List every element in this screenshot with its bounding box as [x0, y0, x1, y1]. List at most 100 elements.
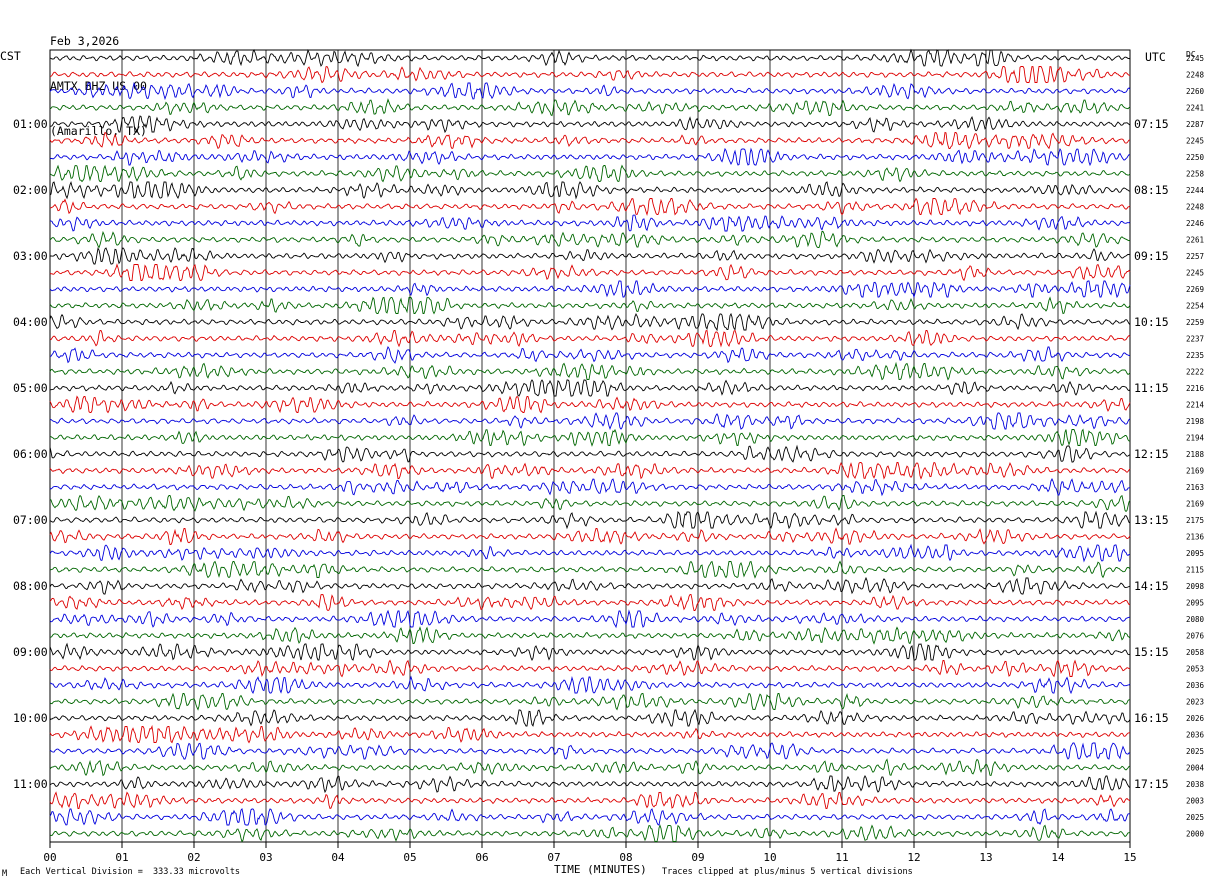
dc-value-label: 2214	[1186, 401, 1205, 410]
seismic-trace-row	[49, 494, 1131, 513]
dc-header-label: DC	[1186, 50, 1196, 59]
right-hour-label: 09:15	[1134, 249, 1169, 263]
seismic-trace-row	[50, 247, 1131, 265]
seismic-trace-row	[49, 824, 1131, 843]
dc-value-label: 2076	[1186, 632, 1205, 641]
left-hour-label: 04:00	[13, 315, 48, 329]
dc-value-label: 2053	[1186, 665, 1204, 674]
seismic-trace-row	[49, 395, 1131, 414]
x-axis-title: TIME (MINUTES)	[554, 863, 647, 876]
dc-value-label: 2098	[1186, 582, 1205, 591]
dc-value-label: 2269	[1186, 285, 1204, 294]
left-hour-label: 01:00	[13, 117, 48, 131]
seismic-trace-row	[49, 263, 1131, 282]
dc-value-label: 2003	[1186, 797, 1204, 806]
seismic-trace-row	[49, 81, 1131, 101]
seismic-trace-row	[49, 724, 1130, 744]
dc-value-label: 2222	[1186, 368, 1204, 377]
dc-value-label: 2194	[1186, 434, 1205, 443]
dc-value-label: 2136	[1186, 533, 1205, 542]
x-tick-label: 05	[403, 851, 416, 864]
dc-value-label: 2095	[1186, 599, 1204, 608]
right-hour-label: 13:15	[1134, 513, 1169, 527]
dc-value-label: 2115	[1186, 566, 1204, 575]
dc-value-label: 2188	[1186, 450, 1205, 459]
seismic-trace-row	[49, 791, 1131, 809]
seismic-trace-row	[49, 609, 1131, 629]
left-hour-label: 09:00	[13, 645, 48, 659]
seismic-trace-row	[50, 626, 1131, 645]
seismic-trace-row	[49, 115, 1131, 134]
seismic-trace-row	[49, 808, 1131, 826]
right-hour-label: 10:15	[1134, 315, 1169, 329]
dc-value-label: 2235	[1186, 351, 1204, 360]
dc-value-label: 2023	[1186, 698, 1204, 707]
dc-value-label: 2254	[1186, 302, 1205, 311]
seismic-trace-row	[49, 708, 1131, 727]
dc-value-label: 2250	[1186, 153, 1205, 162]
seismic-trace-row	[49, 164, 1131, 183]
x-tick-label: 00	[43, 851, 56, 864]
dc-value-label: 2080	[1186, 615, 1205, 624]
dc-value-label: 2248	[1186, 71, 1205, 80]
x-tick-label: 09	[691, 851, 704, 864]
right-hour-label: 11:15	[1134, 381, 1169, 395]
dc-value-label: 2261	[1186, 236, 1204, 245]
seismic-trace-row	[49, 659, 1131, 678]
dc-value-label: 2036	[1186, 681, 1205, 690]
left-hour-label: 06:00	[13, 447, 48, 461]
seismic-trace-row	[49, 346, 1131, 364]
seismic-trace-row	[49, 692, 1131, 711]
dc-value-label: 2216	[1186, 384, 1205, 393]
seismic-trace-row	[49, 412, 1131, 431]
dc-value-label: 2259	[1186, 318, 1204, 327]
seismic-trace-row	[49, 477, 1131, 497]
x-tick-label: 07	[547, 851, 560, 864]
dc-value-label: 2175	[1186, 516, 1204, 525]
left-hour-label: 02:00	[13, 183, 48, 197]
dc-value-label: 2244	[1186, 186, 1205, 195]
dc-value-label: 2058	[1186, 648, 1205, 657]
seismic-trace-row	[49, 560, 1131, 579]
dc-value-label: 2169	[1186, 467, 1204, 476]
x-tick-label: 10	[763, 851, 776, 864]
left-hour-label: 11:00	[13, 777, 48, 791]
x-tick-label: 11	[835, 851, 848, 864]
dc-value-label: 2241	[1186, 104, 1204, 113]
seismic-trace-row	[49, 181, 1131, 200]
dc-value-label: 2095	[1186, 549, 1204, 558]
left-hour-label: 08:00	[13, 579, 48, 593]
seismic-trace-row	[49, 428, 1131, 447]
right-hour-label: 07:15	[1134, 117, 1169, 131]
x-tick-label: 12	[907, 851, 920, 864]
seismic-trace-row	[49, 214, 1131, 232]
x-tick-label: 01	[115, 851, 128, 864]
dc-value-label: 2245	[1186, 137, 1204, 146]
seismic-trace-row	[49, 98, 1131, 117]
right-hour-label: 16:15	[1134, 711, 1169, 725]
dc-value-label: 2025	[1186, 747, 1204, 756]
dc-value-label: 2287	[1186, 120, 1204, 129]
x-tick-label: 06	[475, 851, 488, 864]
seismic-trace-row	[49, 197, 1131, 216]
right-hour-label: 17:15	[1134, 777, 1169, 791]
seismic-trace-row	[49, 444, 1131, 463]
scale-note: Each Vertical Division = 333.33 microvol…	[20, 867, 241, 877]
seismic-trace-row	[49, 576, 1131, 595]
dc-value-label: 2260	[1186, 87, 1205, 96]
dc-value-label: 2248	[1186, 203, 1205, 212]
seismic-trace-row	[49, 543, 1131, 563]
seismic-trace-row	[49, 48, 1131, 68]
x-tick-label: 03	[259, 851, 272, 864]
seismic-trace-row	[49, 775, 1131, 794]
plot-frame	[49, 49, 1131, 843]
seismic-trace-row	[49, 280, 1131, 299]
dc-value-label: 2258	[1186, 170, 1205, 179]
dc-value-label: 2237	[1186, 335, 1204, 344]
x-tick-label: 08	[619, 851, 632, 864]
right-hour-label: 15:15	[1134, 645, 1169, 659]
seismic-trace-row	[49, 329, 1131, 348]
seismic-trace-row	[50, 65, 1131, 84]
dc-value-label: 2198	[1186, 417, 1205, 426]
